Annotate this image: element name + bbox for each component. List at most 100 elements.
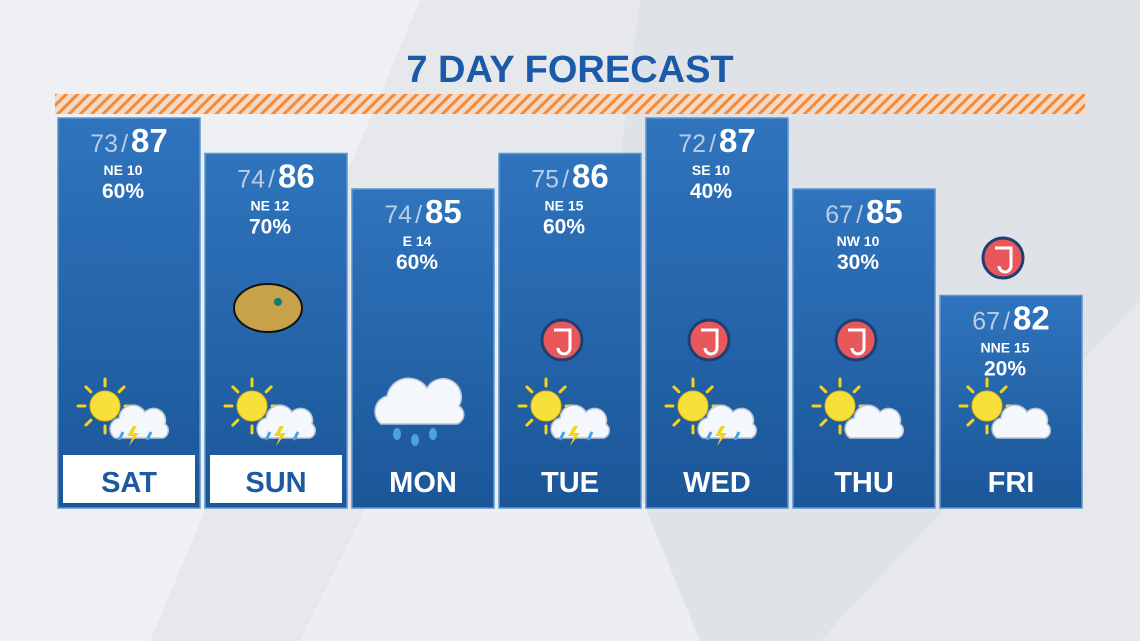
rain bbox=[145, 431, 153, 441]
sun-ray bbox=[525, 418, 534, 427]
team-logo bbox=[687, 318, 731, 362]
sun-ray bbox=[819, 385, 828, 394]
precip: 30% bbox=[837, 251, 879, 274]
rain bbox=[586, 431, 594, 441]
day-column: 75/86 NE 15 60% TUE bbox=[498, 152, 642, 509]
columns: 73/87 NE 10 60% SAT 74/86 NE 12 70% SUN 74/85 E 1… bbox=[57, 117, 1083, 509]
sun-ray bbox=[672, 418, 681, 427]
separator: / bbox=[856, 201, 863, 229]
sun-ray bbox=[966, 418, 975, 427]
day-label: FRI bbox=[988, 467, 1035, 499]
day-bar bbox=[57, 117, 201, 509]
high-temp: 87 bbox=[131, 122, 168, 159]
separator: / bbox=[562, 166, 569, 194]
high-temp: 85 bbox=[425, 193, 462, 230]
high-temp: 86 bbox=[278, 158, 315, 195]
sun-ray bbox=[117, 385, 126, 394]
team-logo bbox=[233, 283, 303, 333]
sun-ray bbox=[705, 385, 714, 394]
lightning bbox=[715, 426, 727, 446]
sun bbox=[971, 390, 1003, 422]
day-column: 74/86 NE 12 70% SUN bbox=[204, 152, 348, 509]
rain bbox=[264, 431, 272, 441]
title: 7 DAY FORECAST bbox=[406, 49, 733, 91]
day-bar bbox=[645, 117, 789, 509]
team-logo bbox=[981, 236, 1025, 280]
high-temp: 82 bbox=[1013, 300, 1050, 337]
day-label: SUN bbox=[245, 467, 306, 499]
team-logo bbox=[834, 318, 878, 362]
day-label-box bbox=[210, 455, 342, 503]
sun bbox=[89, 390, 121, 422]
day-column: 73/87 NE 10 60% SAT bbox=[57, 117, 201, 509]
separator: / bbox=[121, 130, 128, 158]
high-temp: 86 bbox=[572, 158, 609, 195]
sun bbox=[824, 390, 856, 422]
high-temp: 87 bbox=[719, 122, 756, 159]
team-logo-eye bbox=[274, 298, 282, 306]
sun bbox=[236, 390, 268, 422]
cloud bbox=[550, 404, 610, 439]
raindrop bbox=[393, 428, 401, 440]
separator: / bbox=[415, 201, 422, 229]
team-logo bbox=[540, 318, 584, 362]
sun-ray bbox=[231, 385, 240, 394]
precip: 40% bbox=[690, 180, 732, 203]
temps: 74/85 bbox=[384, 193, 461, 230]
precip: 60% bbox=[543, 216, 585, 239]
sun-ray bbox=[84, 385, 93, 394]
rain bbox=[705, 431, 713, 441]
team-logo-mark bbox=[554, 328, 572, 356]
wind: NNE 15 bbox=[980, 340, 1029, 356]
cloud bbox=[109, 404, 169, 439]
day-label: WED bbox=[683, 467, 751, 499]
precip: 60% bbox=[102, 180, 144, 203]
day-label: THU bbox=[834, 467, 894, 499]
wind: SE 10 bbox=[692, 162, 730, 178]
rain bbox=[117, 431, 125, 441]
team-logo-mark bbox=[701, 328, 719, 356]
day-bar bbox=[939, 294, 1083, 509]
wind: NE 12 bbox=[251, 198, 290, 214]
precip: 60% bbox=[396, 251, 438, 274]
day-label: MON bbox=[389, 467, 457, 499]
rain bbox=[292, 431, 300, 441]
temps: 67/82 bbox=[972, 300, 1049, 337]
raindrop bbox=[411, 434, 419, 446]
wind: E 14 bbox=[403, 233, 432, 249]
day-label: SAT bbox=[101, 467, 157, 499]
wind: NE 10 bbox=[104, 162, 143, 178]
sun-ray bbox=[558, 385, 567, 394]
day-column: 72/87 SE 10 40% WED bbox=[645, 117, 789, 509]
separator: / bbox=[1003, 308, 1010, 336]
temps: 74/86 bbox=[237, 158, 314, 195]
cloud bbox=[991, 404, 1051, 439]
day-label: TUE bbox=[541, 467, 599, 499]
cloud bbox=[844, 404, 904, 439]
rain bbox=[558, 431, 566, 441]
temps: 67/85 bbox=[825, 193, 902, 230]
low-temp: 75 bbox=[531, 166, 559, 194]
high-temp: 85 bbox=[866, 193, 903, 230]
sun-ray bbox=[84, 418, 93, 427]
sun-ray bbox=[852, 385, 861, 394]
day-column: 67/82 NNE 15 20% FRI bbox=[939, 236, 1083, 509]
temps: 75/86 bbox=[531, 158, 608, 195]
lightning bbox=[274, 426, 286, 446]
low-temp: 72 bbox=[678, 130, 706, 158]
precip: 70% bbox=[249, 216, 291, 239]
lightning bbox=[127, 426, 139, 446]
sun-ray bbox=[525, 385, 534, 394]
temps: 73/87 bbox=[90, 122, 167, 159]
sun-ray bbox=[999, 385, 1008, 394]
sun-ray bbox=[672, 385, 681, 394]
wind: NW 10 bbox=[837, 233, 880, 249]
stripe bbox=[55, 94, 1085, 114]
rain bbox=[733, 431, 741, 441]
sun-ray bbox=[231, 418, 240, 427]
temps: 72/87 bbox=[678, 122, 755, 159]
lightning bbox=[568, 426, 580, 446]
cloud bbox=[374, 377, 465, 425]
sun bbox=[530, 390, 562, 422]
